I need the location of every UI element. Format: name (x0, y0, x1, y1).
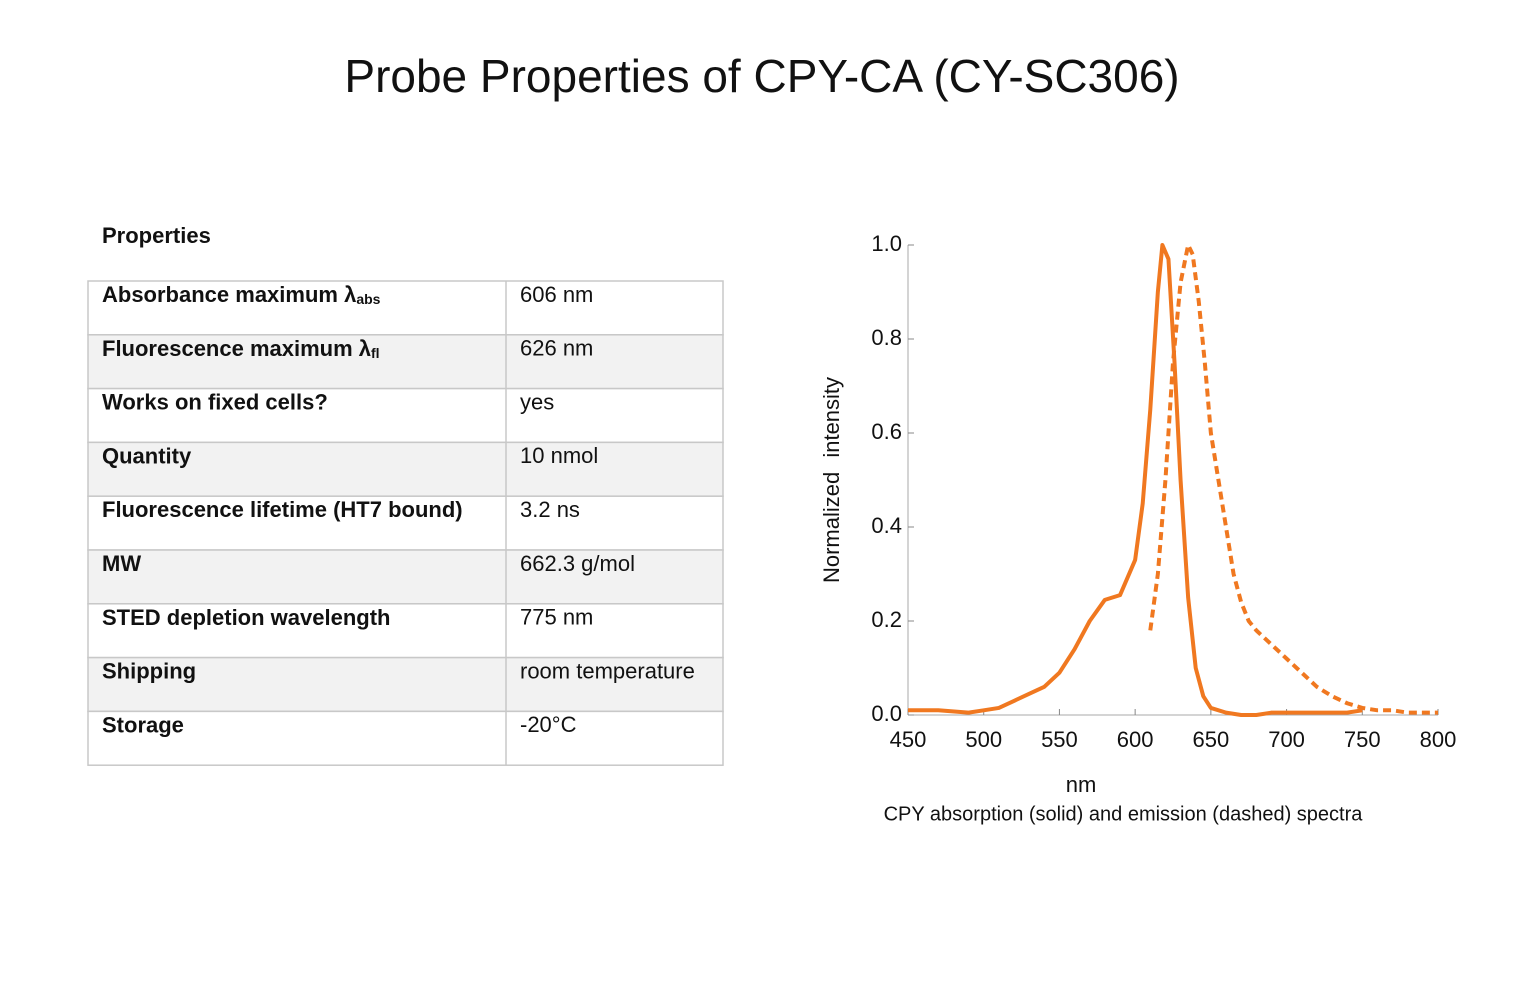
spectrum-line (908, 243, 1363, 717)
label-text: Quantity (102, 443, 192, 468)
table-row (87, 656, 724, 713)
table-row (87, 387, 724, 444)
label-subscript: abs (356, 291, 380, 307)
table-row (87, 441, 724, 497)
label-text: Absorbance maximum λ (102, 282, 356, 307)
label-text: MW (102, 551, 141, 576)
row-value: room temperature (520, 658, 695, 683)
row-label: Works on fixed cells? (102, 389, 328, 414)
table-row (87, 549, 724, 605)
label-text: STED depletion wavelength (102, 605, 390, 630)
x-tick-label: 500 (965, 727, 1002, 752)
label-text: Fluorescence lifetime (HT7 bound) (102, 497, 463, 522)
row-value: 775 nm (520, 605, 593, 630)
row-label: MW (102, 551, 141, 576)
y-tick-label: 0.8 (871, 325, 902, 350)
row-label: Fluorescence lifetime (HT7 bound) (102, 497, 463, 522)
label-subscript: fl (371, 345, 380, 361)
y-axis-label: Normalized intensity (819, 377, 844, 583)
row-value: -20°C (520, 712, 577, 737)
table-heading: Properties (102, 223, 211, 248)
row-label: Storage (102, 712, 184, 737)
row-value: yes (520, 389, 554, 414)
row-value: 662.3 g/mol (520, 551, 635, 576)
x-tick-label: 450 (890, 727, 927, 752)
chart-caption: CPY absorption (solid) and emission (das… (884, 803, 1364, 825)
table-row (87, 334, 724, 390)
row-label: STED depletion wavelength (102, 605, 390, 630)
page-title: Probe Properties of CPY-CA (CY-SC306) (344, 50, 1179, 102)
label-text: Works on fixed cells? (102, 389, 328, 414)
x-tick-label: 600 (1117, 727, 1154, 752)
x-tick-label: 800 (1420, 727, 1457, 752)
row-value: 606 nm (520, 282, 593, 307)
row-value: 10 nmol (520, 443, 598, 468)
row-label: Shipping (102, 658, 196, 683)
y-tick-label: 0.6 (871, 419, 902, 444)
row-label: Absorbance maximum λabs (102, 282, 381, 307)
x-tick-label: 550 (1041, 727, 1078, 752)
row-value: 626 nm (520, 336, 593, 361)
table-row (87, 280, 724, 336)
label-text: Fluorescence maximum λ (102, 336, 371, 361)
x-tick-label: 650 (1192, 727, 1229, 752)
row-value: 3.2 ns (520, 497, 580, 522)
y-tick-label: 0.4 (871, 513, 902, 538)
y-tick-label: 1.0 (871, 231, 902, 256)
y-tick-label: 0.0 (871, 701, 902, 726)
label-text: Storage (102, 712, 184, 737)
spectrum-line (1148, 243, 1438, 715)
x-axis-label: nm (1066, 772, 1097, 797)
y-tick-label: 0.2 (871, 607, 902, 632)
x-tick-label: 750 (1344, 727, 1381, 752)
row-label: Fluorescence maximum λfl (102, 336, 380, 361)
x-tick-label: 700 (1268, 727, 1305, 752)
label-text: Shipping (102, 658, 196, 683)
table-row (87, 710, 724, 766)
row-label: Quantity (102, 443, 192, 468)
